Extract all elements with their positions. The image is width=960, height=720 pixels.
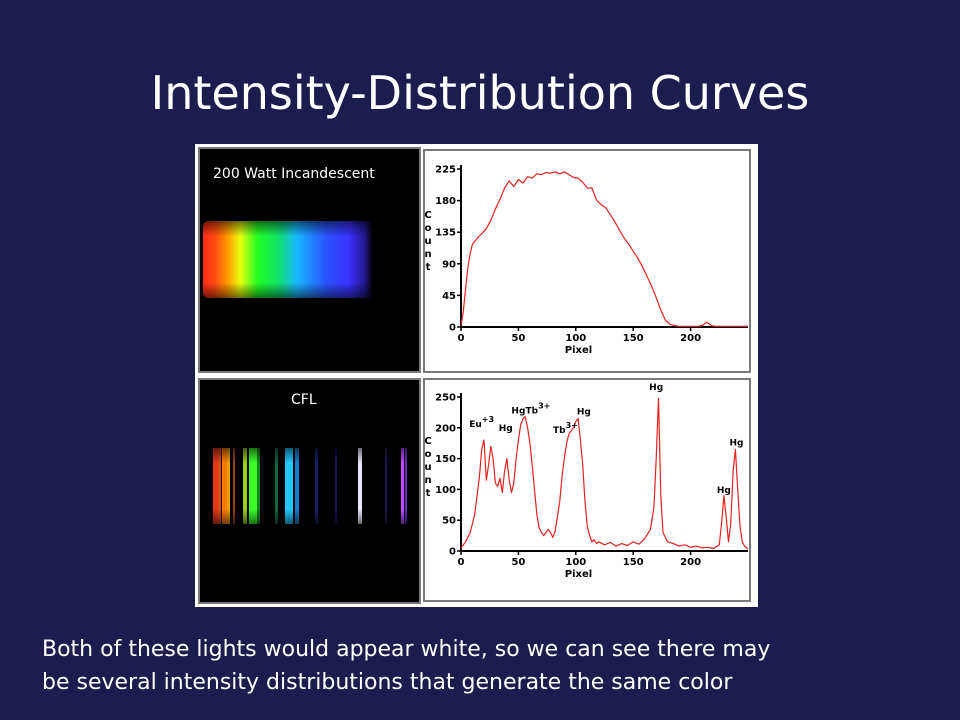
- peak-annotation: Hg: [717, 486, 731, 496]
- x-tick-label: 150: [623, 333, 644, 344]
- y-tick-label: 135: [435, 228, 456, 239]
- peak-annotation: Tb3+: [553, 421, 578, 436]
- y-tick-label: 0: [449, 547, 456, 558]
- y-axis-label-letter: C: [424, 210, 431, 221]
- y-axis-label-letter: C: [424, 436, 431, 447]
- peak-annotation-base: Eu: [469, 420, 482, 430]
- x-tick-label: 50: [511, 557, 525, 568]
- y-axis-label-letter: n: [424, 475, 431, 486]
- caption-line-2: be several intensity distributions that …: [42, 670, 733, 695]
- y-tick-label: 200: [435, 423, 456, 434]
- peak-annotation-base: Hg: [511, 406, 525, 416]
- peak-annotation-superscript: +3: [482, 415, 494, 424]
- y-axis-label-letter: u: [424, 236, 431, 247]
- x-tick-label: 150: [623, 557, 644, 568]
- incandescent-spectrum-label: 200 Watt Incandescent: [213, 166, 375, 182]
- peak-annotation-base: Tb: [525, 406, 538, 416]
- y-tick-label: 50: [442, 516, 456, 527]
- y-tick-label: 150: [435, 454, 456, 465]
- x-axis-label: Pixel: [565, 345, 592, 356]
- peak-annotation-base: Tb: [553, 426, 566, 436]
- x-tick-label: 100: [565, 333, 586, 344]
- caption-line-1: Both of these lights would appear white,…: [42, 637, 771, 662]
- peak-annotation-base: Hg: [649, 383, 663, 393]
- y-axis-label-letter: n: [424, 249, 431, 260]
- y-tick-label: 0: [449, 323, 456, 334]
- slide-title: Intensity-Distribution Curves: [150, 66, 810, 120]
- cfl-spectrum-label: CFL: [291, 392, 317, 408]
- x-tick-label: 50: [511, 333, 525, 344]
- peak-annotation: Eu+3: [469, 415, 494, 430]
- peak-annotation: Hg: [577, 408, 591, 418]
- cfl-spectrum-panel: CFL: [198, 378, 421, 604]
- x-tick-label: 200: [680, 557, 701, 568]
- peak-annotation-base: Hg: [499, 424, 513, 434]
- y-axis-label-letter: o: [425, 223, 432, 234]
- y-axis-label-letter: t: [426, 262, 431, 273]
- peak-annotation-superscript: 3+: [538, 401, 550, 410]
- y-axis-label-letter: t: [426, 488, 431, 499]
- y-axis-label-letter: o: [425, 449, 432, 460]
- y-tick-label: 180: [435, 196, 456, 207]
- peak-annotation: Hg: [730, 438, 744, 448]
- y-tick-label: 225: [435, 165, 456, 176]
- peak-annotation: Tb3+: [525, 401, 550, 416]
- peak-annotation-base: Hg: [730, 438, 744, 448]
- spectra-figure: 200 Watt Incandescent CFL 0 45 90 135 180 225…: [195, 144, 758, 607]
- peak-annotation-base: Hg: [717, 486, 731, 496]
- x-tick-label: 0: [458, 333, 465, 344]
- x-tick-label: 0: [458, 557, 465, 568]
- intensity-series-line: [460, 171, 748, 327]
- peak-annotation-superscript: 3+: [566, 421, 578, 430]
- x-tick-label: 100: [565, 557, 586, 568]
- spectra-figure-svg: 200 Watt Incandescent CFL 0 45 90 135 180 225…: [198, 147, 751, 604]
- x-axis-label: Pixel: [565, 569, 592, 580]
- incandescent-spectrum-panel: 200 Watt Incandescent: [198, 147, 421, 373]
- peak-annotation: Hg: [511, 406, 525, 416]
- peak-annotation-base: Hg: [577, 408, 591, 418]
- y-tick-label: 250: [435, 393, 456, 404]
- y-tick-label: 100: [435, 485, 456, 496]
- intensity-series-line: [460, 397, 749, 550]
- slide-caption: Both of these lights would appear white,…: [42, 633, 942, 699]
- y-axis-label-letter: u: [424, 462, 431, 473]
- y-tick-label: 90: [442, 259, 456, 270]
- y-tick-label: 45: [442, 291, 456, 302]
- peak-annotation: Hg: [499, 424, 513, 434]
- x-tick-label: 200: [680, 333, 701, 344]
- peak-annotation: Hg: [649, 383, 663, 393]
